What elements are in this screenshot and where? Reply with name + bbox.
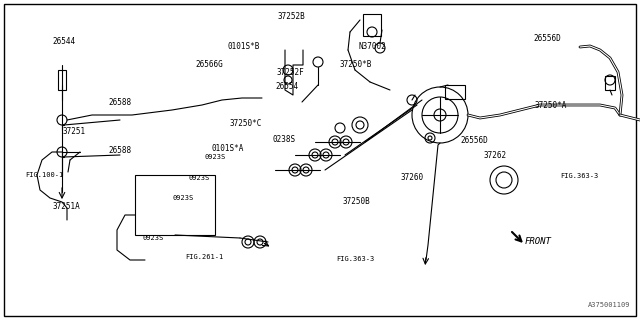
- Text: 0101S*A: 0101S*A: [211, 144, 244, 153]
- Text: FIG.261-1: FIG.261-1: [186, 254, 224, 260]
- Bar: [363, 14, 381, 36]
- Text: 26588: 26588: [109, 146, 132, 155]
- Bar: [135, 175, 215, 235]
- Text: 26544: 26544: [52, 37, 76, 46]
- Text: 37260: 37260: [400, 173, 423, 182]
- Text: 37251A: 37251A: [52, 202, 80, 211]
- Text: 0923S: 0923S: [205, 154, 226, 160]
- Text: 0923S: 0923S: [143, 236, 164, 241]
- Text: FIG.100-1: FIG.100-1: [26, 172, 64, 178]
- Text: 0923S: 0923S: [173, 196, 194, 201]
- Bar: [58, 70, 66, 90]
- Text: 37250*B: 37250*B: [339, 60, 372, 68]
- Text: 26588: 26588: [109, 98, 132, 107]
- Text: A375001109: A375001109: [588, 302, 630, 308]
- Text: 37250*C: 37250*C: [229, 119, 262, 128]
- Text: 37252F: 37252F: [276, 68, 304, 76]
- Text: 0101S*B: 0101S*B: [227, 42, 260, 51]
- Bar: [605, 76, 615, 90]
- Text: 37252B: 37252B: [277, 12, 305, 20]
- Text: 26566G: 26566G: [195, 60, 223, 68]
- Text: 0923S: 0923S: [189, 175, 210, 180]
- Text: 37250B: 37250B: [342, 197, 370, 206]
- Text: 0238S: 0238S: [273, 135, 296, 144]
- Text: FRONT: FRONT: [525, 237, 552, 246]
- Text: FIG.363-3: FIG.363-3: [560, 173, 598, 179]
- Text: 26556D: 26556D: [533, 34, 561, 43]
- Text: FIG.363-3: FIG.363-3: [336, 256, 374, 262]
- Text: 37262: 37262: [483, 151, 506, 160]
- Text: 26554: 26554: [275, 82, 298, 91]
- Text: 37250*A: 37250*A: [534, 101, 567, 110]
- Text: 37251: 37251: [62, 127, 85, 136]
- Text: N37002: N37002: [358, 42, 386, 51]
- Bar: [445, 85, 465, 99]
- Text: 26556D: 26556D: [461, 136, 488, 145]
